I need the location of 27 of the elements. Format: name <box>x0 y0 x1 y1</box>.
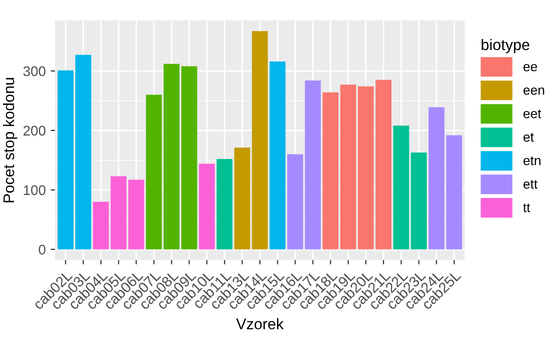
legend-label: ee <box>524 64 538 72</box>
bar <box>287 154 304 250</box>
legend-label: tt <box>523 204 530 212</box>
bar <box>234 148 250 250</box>
bar <box>410 152 427 250</box>
bar <box>58 70 74 250</box>
legend-label: ett <box>524 180 538 189</box>
x-axis-title: Vzorek <box>236 318 284 330</box>
y-tick-label: 300 <box>23 66 46 76</box>
bar <box>216 158 232 250</box>
bar <box>270 61 286 250</box>
y-axis-title: Pocet stop kodonu <box>3 78 18 202</box>
legend-label: een <box>524 88 544 95</box>
legend-label: etn <box>524 156 540 166</box>
legend-label: et <box>524 133 534 142</box>
bar <box>252 31 268 250</box>
bar <box>393 126 410 250</box>
bar <box>198 164 215 250</box>
legend-label: eet <box>524 110 542 118</box>
y-tick-label: 200 <box>24 126 46 136</box>
bar <box>181 66 198 250</box>
bar <box>75 54 92 250</box>
y-tick-label: 0 <box>38 244 46 255</box>
legend-title: biotype <box>482 38 530 54</box>
y-tick-label: 100 <box>24 185 46 196</box>
bar <box>128 180 144 250</box>
bar <box>304 80 321 250</box>
